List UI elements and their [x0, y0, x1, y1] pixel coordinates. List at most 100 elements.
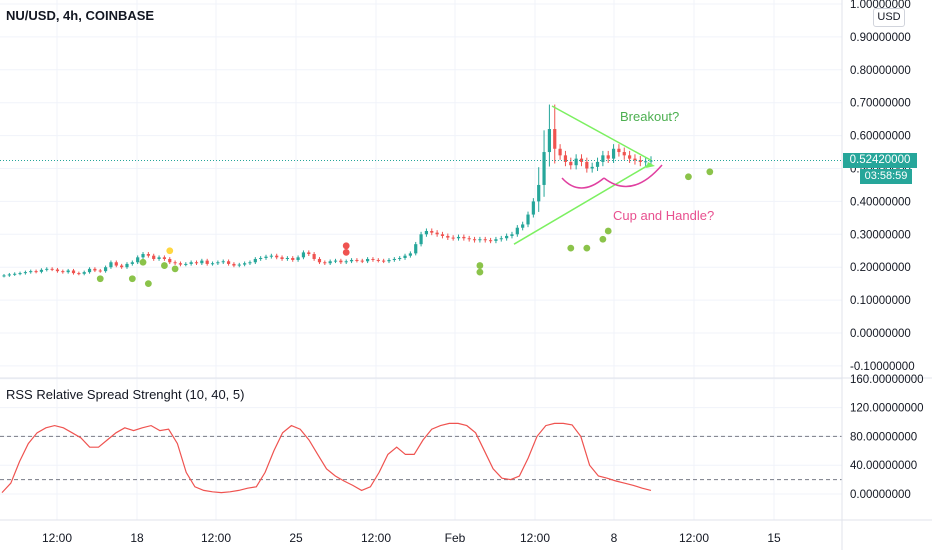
- trendlines: Breakout? Cup and Handle?: [513, 105, 714, 245]
- signal-markers: [96, 168, 714, 288]
- price-tick-label: 0.40000000: [850, 196, 911, 208]
- candle-body: [328, 261, 332, 264]
- time-tick-label: 12:00: [361, 531, 391, 545]
- candle-body: [109, 262, 113, 268]
- signal-marker-green: [599, 235, 607, 243]
- bar-countdown-badge: 03:58:59: [860, 168, 912, 184]
- candle-body: [558, 148, 562, 156]
- candle-body: [71, 270, 76, 274]
- candle-body: [232, 263, 236, 266]
- signal-marker-green: [604, 227, 612, 235]
- candle-body: [162, 257, 167, 259]
- candle-body: [585, 161, 589, 169]
- candle-body: [601, 155, 605, 162]
- signal-marker-red: [342, 248, 350, 256]
- candle-body: [542, 152, 546, 185]
- candle-body: [130, 262, 134, 264]
- candle-body: [371, 258, 375, 260]
- candle-body: [649, 160, 653, 162]
- candle-body: [478, 239, 482, 241]
- candle-body: [569, 161, 573, 166]
- candle-body: [66, 270, 70, 273]
- candle-body: [553, 129, 557, 149]
- candle-body: [45, 268, 49, 270]
- rss-indicator: [0, 422, 842, 494]
- candle-body: [157, 257, 161, 259]
- candle-body: [87, 268, 92, 273]
- candle-body: [301, 252, 306, 258]
- currency-button[interactable]: USD: [873, 8, 905, 27]
- price-tick-label: 0.70000000: [850, 98, 911, 110]
- candle-body: [515, 227, 519, 235]
- candle-body: [440, 234, 445, 236]
- rss-tick-label: 40.00000000: [850, 460, 917, 472]
- candle-body: [435, 232, 439, 235]
- candle-body: [499, 238, 503, 240]
- candle-body: [456, 236, 461, 239]
- candle-body: [488, 240, 493, 242]
- candle-body: [547, 129, 552, 153]
- candle-body: [430, 231, 434, 233]
- candle-body: [280, 257, 284, 259]
- signal-marker-green: [128, 275, 136, 283]
- candle-body: [39, 269, 44, 272]
- candle-body: [644, 161, 648, 163]
- candle-body: [210, 263, 215, 265]
- candle-body: [376, 259, 380, 261]
- time-tick-label: 18: [130, 531, 144, 545]
- signal-marker-green: [476, 262, 484, 269]
- candle-body: [505, 235, 509, 239]
- candle-body: [483, 239, 487, 241]
- candle-body: [633, 158, 637, 161]
- candle-body: [173, 262, 177, 264]
- candle-body: [226, 261, 231, 264]
- current-price-badge: 0.52420000: [843, 152, 917, 168]
- signal-marker-green: [583, 244, 591, 252]
- candle-body: [29, 271, 33, 273]
- candle-body: [521, 224, 525, 228]
- candle-body: [419, 234, 423, 245]
- indicator-title[interactable]: RSS Relative Spread Strenght (10, 40, 5): [6, 387, 245, 402]
- signal-marker-green: [96, 275, 104, 283]
- time-tick-label: 12:00: [679, 531, 709, 545]
- candle-body: [141, 254, 145, 258]
- candle-body: [467, 238, 471, 240]
- breakout-arrow: [646, 162, 655, 168]
- time-tick-label: 12:00: [201, 531, 231, 545]
- signal-marker-red: [342, 242, 350, 250]
- price-candles: [2, 104, 653, 278]
- upper-trendline: [551, 105, 652, 161]
- candle-body: [200, 260, 204, 264]
- candle-body: [243, 263, 247, 265]
- cup-handle-annotation: Cup and Handle?: [613, 208, 714, 223]
- candle-body: [622, 152, 626, 156]
- grid-lines: [0, 0, 842, 520]
- time-tick-label: 12:00: [42, 531, 72, 545]
- symbol-title[interactable]: NU/USD, 4h, COINBASE: [6, 8, 155, 23]
- lower-trendline: [513, 162, 652, 245]
- time-tick-label: Feb: [445, 531, 466, 545]
- candle-body: [446, 235, 450, 238]
- candle-body: [221, 261, 225, 263]
- candle-body: [275, 255, 279, 258]
- candle-body: [125, 263, 129, 268]
- candle-body: [617, 148, 621, 153]
- candle-body: [93, 268, 97, 271]
- signal-marker-green: [144, 280, 152, 288]
- candle-body: [189, 262, 193, 264]
- candle-body: [237, 264, 241, 266]
- price-tick-label: 0.90000000: [850, 32, 911, 44]
- price-tick-label: 0.20000000: [850, 262, 911, 274]
- candle-body: [574, 158, 578, 166]
- candle-body: [168, 258, 172, 263]
- candle-body: [398, 257, 402, 259]
- candle-body: [494, 239, 498, 241]
- candle-body: [23, 272, 27, 274]
- candle-body: [563, 155, 568, 162]
- candle-body: [638, 160, 642, 162]
- candle-body: [382, 260, 386, 262]
- rss-line: [1, 422, 652, 494]
- candle-body: [2, 275, 6, 277]
- signal-marker-green: [476, 268, 484, 276]
